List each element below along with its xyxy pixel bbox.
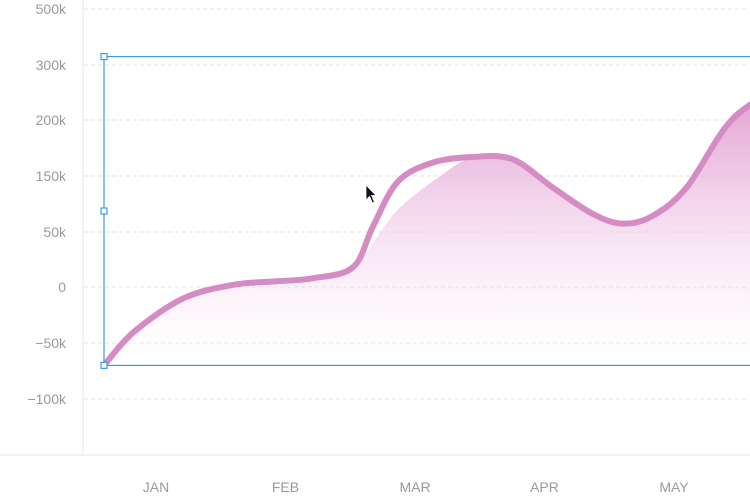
x-tick-label: APR xyxy=(530,479,559,495)
selection-resize-handle[interactable] xyxy=(100,207,108,215)
y-tick-label: 500k xyxy=(36,1,67,17)
y-tick-label: 0 xyxy=(58,279,66,295)
y-tick-label: 150k xyxy=(36,168,67,184)
series-line[interactable] xyxy=(101,71,750,369)
arrow-cursor-icon xyxy=(365,184,377,204)
x-tick-label: MAY xyxy=(659,479,689,495)
y-tick-label: 200k xyxy=(36,112,67,128)
axis-layer xyxy=(0,0,750,456)
y-tick-label: −50k xyxy=(35,335,67,351)
y-tick-label: 300k xyxy=(36,57,67,73)
selection-resize-handle[interactable] xyxy=(100,361,108,369)
selection-box[interactable] xyxy=(100,52,750,369)
y-tick-label: −100k xyxy=(27,391,67,407)
y-tick-label: 50k xyxy=(43,224,67,240)
y-tick-labels: 500k 300k 200k 150k 50k 0 −50k −100k xyxy=(27,1,67,407)
area-fill xyxy=(104,104,750,366)
x-tick-label: JAN xyxy=(143,479,169,495)
x-tick-label: MAR xyxy=(399,479,430,495)
x-tick-labels: JAN FEB MAR APR MAY xyxy=(143,479,690,495)
x-tick-label: FEB xyxy=(272,479,299,495)
selection-resize-handle[interactable] xyxy=(100,52,108,61)
